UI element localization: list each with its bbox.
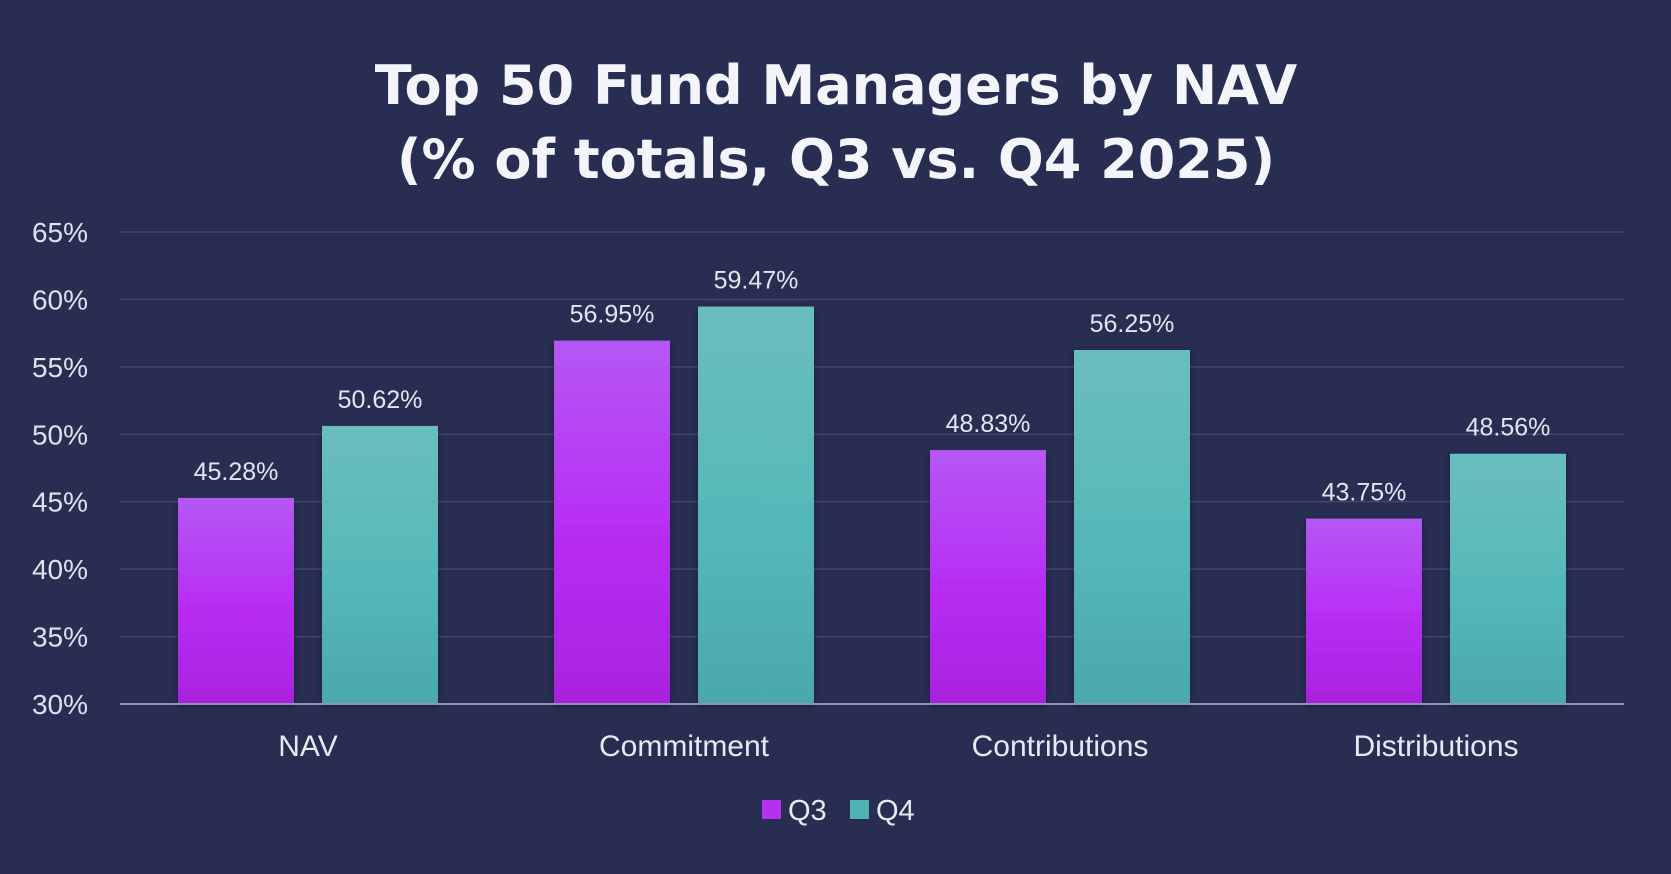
data-label-q3-contributions: 48.83% <box>946 410 1031 438</box>
data-label-q4-distributions: 48.56% <box>1466 414 1551 442</box>
x-category-label: Contributions <box>972 730 1149 763</box>
bar-q3-commitment <box>554 340 670 704</box>
data-label-q4-commitment: 59.47% <box>714 267 799 295</box>
data-label-q4-contributions: 56.25% <box>1090 310 1175 338</box>
data-label-q3-commitment: 56.95% <box>570 301 655 329</box>
legend-swatch-q4 <box>850 800 869 819</box>
y-axis-tick-labels: 30% 35% 40% 45% 50% 55% 60% 65% <box>32 217 88 720</box>
bar-q4-distributions <box>1450 453 1566 704</box>
y-tick-label: 65% <box>32 217 88 248</box>
x-category-label: Commitment <box>599 730 770 763</box>
x-axis-category-labels: NAV Commitment Contributions Distributions <box>278 730 1518 763</box>
bar-q4-commitment <box>698 306 814 704</box>
bar-q3-contributions <box>930 450 1046 704</box>
chart-title: Top 50 Fund Managers by NAV (% of totals… <box>375 54 1298 191</box>
bar-q3-nav <box>178 497 294 704</box>
y-tick-label: 55% <box>32 352 88 383</box>
chart-title-line-2: (% of totals, Q3 vs. Q4 2025) <box>397 128 1275 191</box>
data-label-q3-nav: 45.28% <box>194 458 279 486</box>
data-labels: 45.28% 50.62% 56.95% 59.47% 48.83% 56.25% 43.7… <box>194 267 1551 507</box>
legend-swatch-q3 <box>762 800 781 819</box>
data-label-q3-distributions: 43.75% <box>1322 479 1407 507</box>
y-tick-label: 35% <box>32 622 88 653</box>
y-tick-label: 40% <box>32 554 88 585</box>
y-tick-label: 50% <box>32 419 88 450</box>
chart-title-line-1: Top 50 Fund Managers by NAV <box>375 54 1298 117</box>
x-category-label: NAV <box>278 730 337 763</box>
legend-label-q4: Q4 <box>876 795 915 827</box>
bar-q4-nav <box>322 425 438 704</box>
bars <box>178 306 1566 704</box>
data-label-q4-nav: 50.62% <box>338 386 423 414</box>
x-category-label: Distributions <box>1353 730 1518 763</box>
y-tick-label: 60% <box>32 284 88 315</box>
y-tick-label: 30% <box>32 689 88 720</box>
bar-q4-contributions <box>1074 350 1190 704</box>
legend: Q3 Q4 <box>762 795 915 827</box>
y-tick-label: 45% <box>32 487 88 518</box>
legend-label-q3: Q3 <box>788 795 827 827</box>
bar-q3-distributions <box>1306 518 1422 704</box>
